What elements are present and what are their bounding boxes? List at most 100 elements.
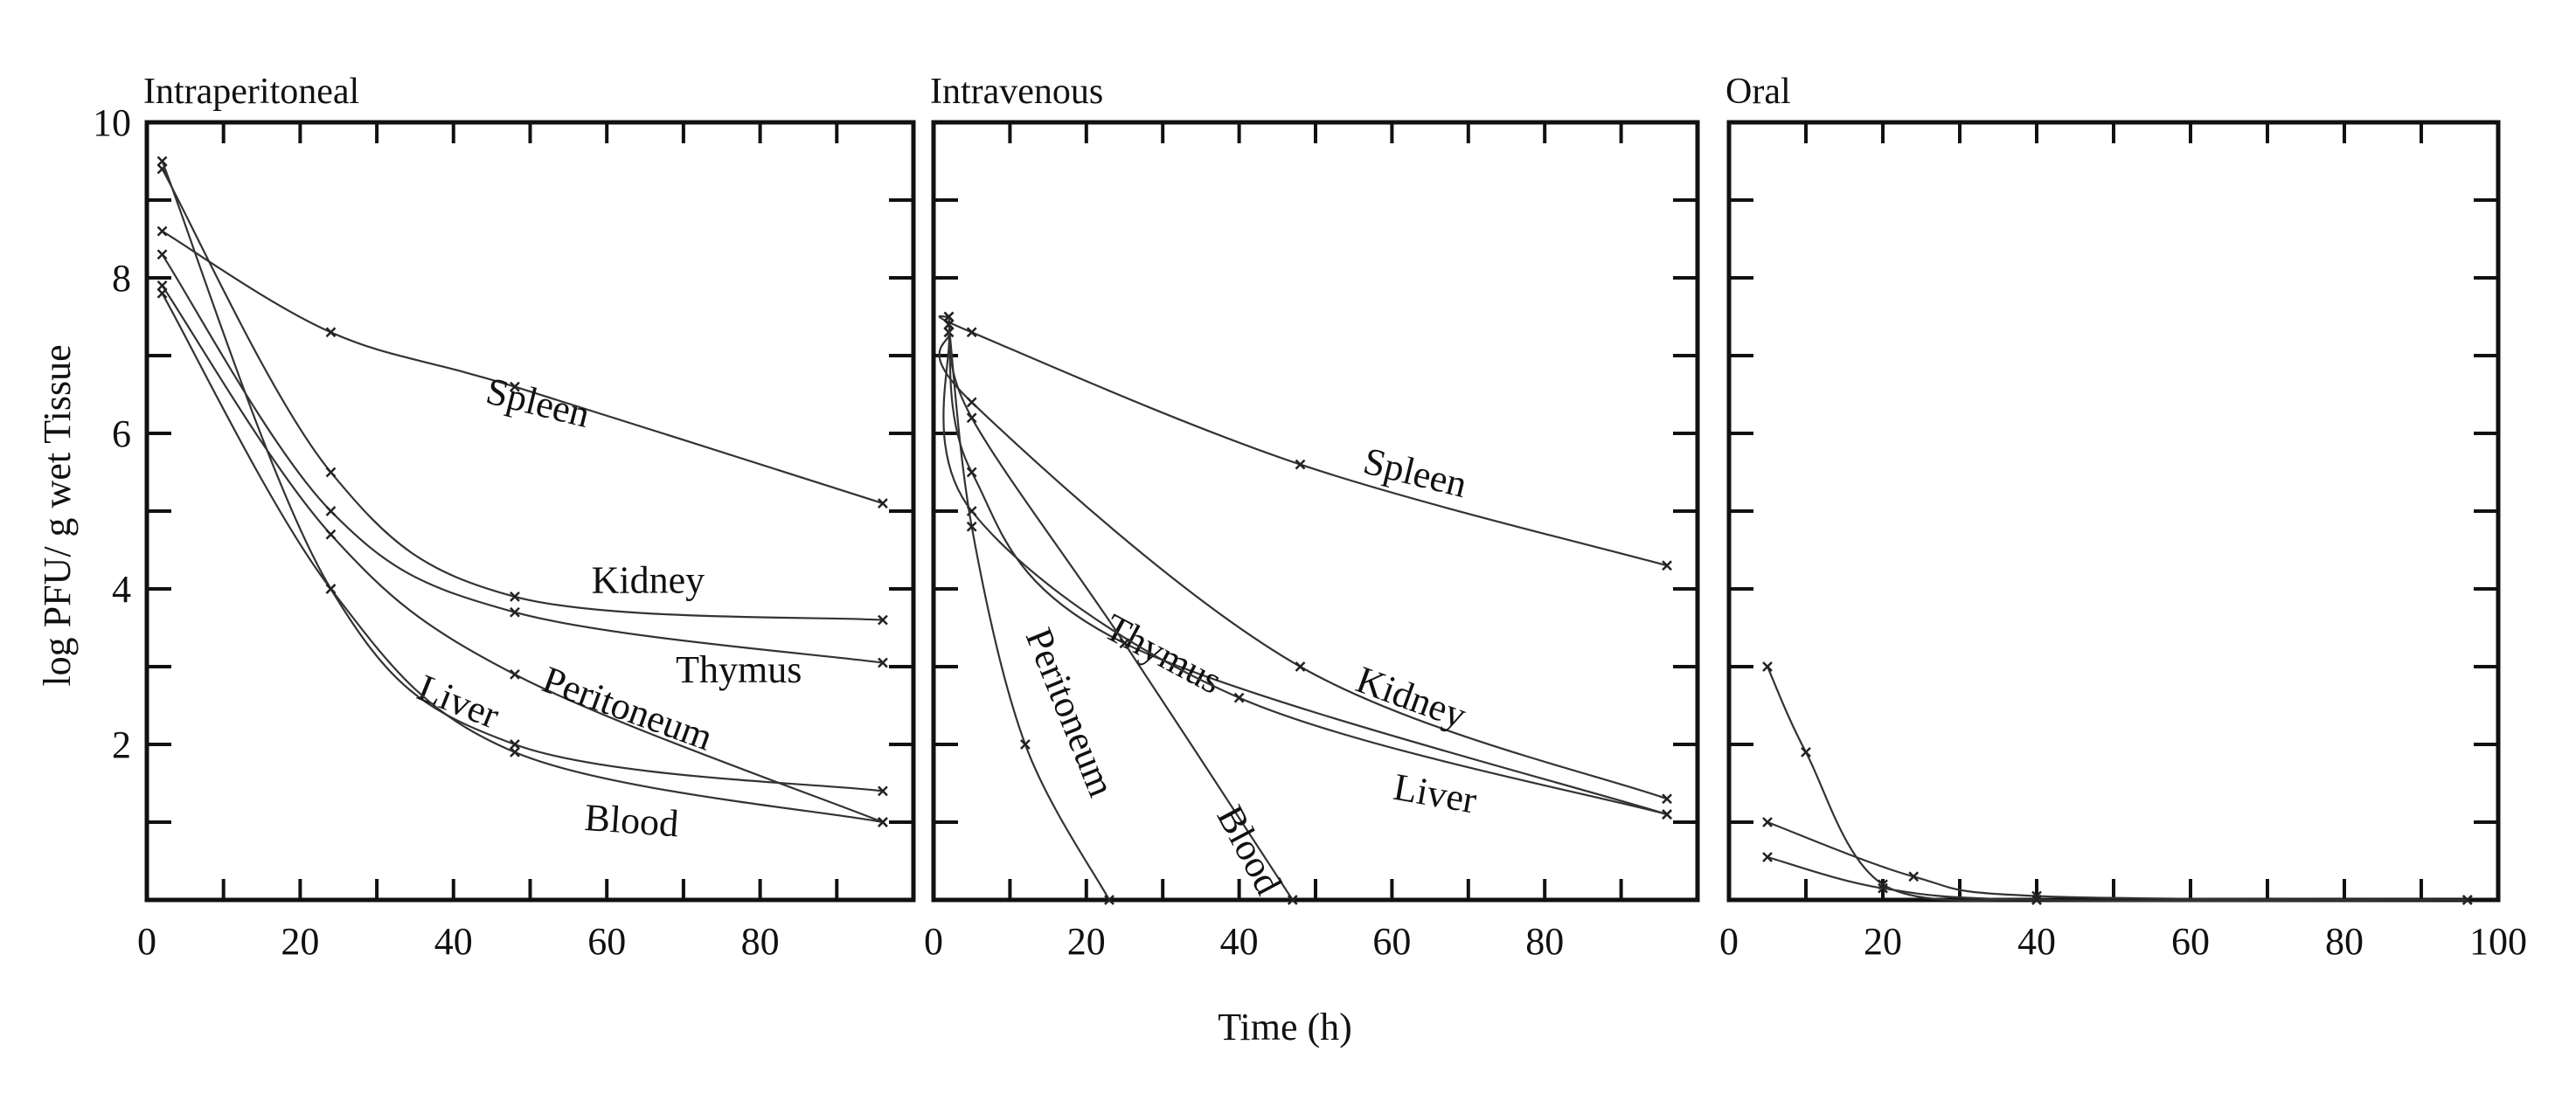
data-point [1019, 739, 1031, 750]
series-series-3 [1762, 852, 2473, 905]
data-point [325, 506, 337, 516]
series-line-kidney [161, 168, 883, 621]
data-point [878, 657, 888, 668]
data-point [510, 592, 520, 602]
data-point [1662, 560, 1672, 571]
data-point [1762, 852, 1773, 862]
data-point [510, 747, 520, 758]
y-tick-label: 10 [93, 101, 131, 144]
data-point [1762, 661, 1773, 672]
series-peritoneum: Peritoneum [156, 280, 888, 827]
series-line-series-1 [1766, 666, 2038, 902]
series-line-kidney [938, 331, 1668, 800]
data-point [325, 467, 337, 478]
data-point [966, 327, 977, 338]
data-point [156, 225, 168, 237]
x-tick-label: 80 [741, 920, 780, 963]
data-point [1287, 895, 1298, 905]
data-point [878, 817, 888, 827]
y-tick-label: 8 [112, 257, 131, 300]
x-tick-label: 100 [2469, 920, 2527, 963]
series-kidney: Kidney [938, 327, 1672, 805]
data-point [156, 287, 168, 299]
plot-frame [144, 120, 916, 903]
data-point [325, 327, 337, 338]
data-point [156, 249, 168, 260]
data-point [943, 311, 955, 322]
series-thymus: Thymus [943, 311, 1672, 820]
data-point [878, 614, 888, 626]
data-point [878, 785, 888, 797]
series-line-series-2 [1767, 820, 2468, 902]
series-thymus: Thymus [156, 249, 888, 691]
data-point [1662, 793, 1672, 805]
series-label: Spleen [482, 370, 594, 437]
data-point [1662, 809, 1672, 820]
data-point [510, 381, 520, 392]
panel-title: Intravenous [930, 72, 1103, 112]
data-point [1762, 817, 1773, 827]
series-line-liver [161, 161, 884, 792]
data-point [943, 319, 955, 330]
data-point [966, 397, 977, 408]
series-line-blood [948, 324, 1294, 901]
series-line-peritoneum [161, 285, 884, 824]
x-tick-label: 60 [2171, 920, 2210, 963]
data-point [325, 584, 337, 594]
data-point [966, 412, 977, 424]
data-point [510, 739, 520, 750]
series-line-blood [161, 293, 884, 824]
x-tick-label: 0 [137, 920, 156, 963]
y-axis-title: log PFU/ g wet Tissue [36, 344, 79, 686]
y-tick-label: 6 [112, 412, 131, 455]
data-point [1295, 459, 1306, 470]
series-label: Blood [1209, 799, 1291, 902]
x-tick-label: 40 [434, 920, 473, 963]
data-point [1878, 882, 1888, 894]
panel-title: Oral [1725, 72, 1791, 112]
series-spleen: Spleen [156, 225, 888, 509]
y-tick-label: 2 [112, 723, 131, 766]
x-tick-label: 80 [2325, 920, 2364, 963]
series-series-2 [1762, 817, 2473, 905]
panel-oral: Oral 0 20 40 60 80 100 [1719, 72, 2527, 963]
data-point [1295, 661, 1306, 672]
series-liver: Liver [156, 156, 888, 797]
series-kidney: Kidney [156, 163, 888, 626]
series-line-liver [942, 332, 1668, 816]
y-tick-label: 4 [112, 568, 131, 611]
series-line-spleen [161, 230, 884, 505]
series-label: Blood [583, 796, 680, 845]
panel-title: Intraperitoneal [143, 72, 359, 112]
data-point [325, 529, 337, 540]
plot-frame [1726, 120, 2501, 903]
data-point [156, 156, 168, 167]
x-tick-label: 60 [1372, 920, 1411, 963]
x-tick-label: 20 [1864, 920, 1902, 963]
series-label: Spleen [1359, 439, 1471, 507]
data-point [966, 521, 977, 532]
x-tick-label: 40 [2017, 920, 2056, 963]
x-tick-label: 0 [924, 920, 943, 963]
plot-frame [931, 120, 1700, 903]
series-line-thymus [161, 253, 884, 664]
series-line-spleen [938, 315, 1668, 567]
series-blood: Blood [156, 287, 888, 845]
x-tick-label: 20 [281, 920, 319, 963]
data-point [966, 467, 977, 478]
series-label: Thymus [676, 648, 802, 691]
data-point [2461, 895, 2473, 905]
series-peritoneum: Peritoneum [943, 319, 1123, 905]
data-point [1801, 747, 1811, 758]
series-label: Liver [412, 666, 505, 737]
x-tick-label: 80 [1525, 920, 1564, 963]
series-label: Kidney [592, 558, 705, 601]
series-line-series-3 [1767, 855, 2468, 903]
data-point [156, 280, 168, 291]
panel-intraperitoneal: Intraperitoneal 0 20 40 60 80 2 4 6 8 10 Spleen Kidn… [93, 72, 916, 963]
x-tick-label: 20 [1067, 920, 1106, 963]
data-point [878, 498, 888, 509]
series-line-thymus [948, 316, 1668, 816]
x-tick-label: 0 [1719, 920, 1739, 963]
